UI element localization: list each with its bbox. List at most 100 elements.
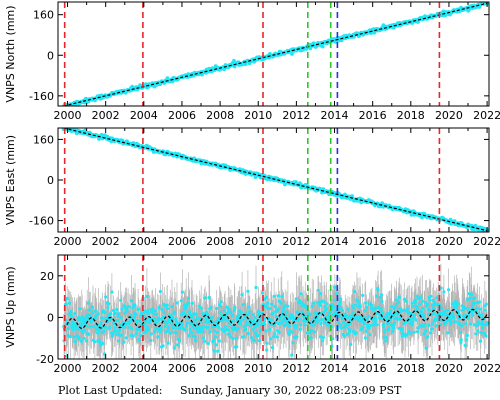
data-point — [297, 317, 301, 321]
data-point — [220, 313, 224, 318]
data-point — [386, 321, 390, 325]
data-point — [146, 311, 150, 315]
data-point — [285, 310, 289, 314]
data-point — [232, 58, 236, 63]
data-point — [195, 316, 199, 320]
data-point — [235, 345, 239, 349]
x-tick-label: 2016 — [359, 235, 387, 248]
data-point — [425, 302, 429, 306]
data-point — [415, 307, 419, 311]
data-point — [483, 308, 487, 312]
data-point — [428, 308, 432, 312]
data-point — [318, 304, 322, 308]
data-point — [322, 300, 326, 304]
data-point — [82, 336, 86, 340]
data-point — [424, 329, 428, 333]
data-point — [106, 313, 110, 317]
data-point — [478, 307, 482, 311]
data-point — [122, 340, 126, 344]
data-point — [387, 327, 391, 331]
data-point — [128, 325, 132, 329]
data-point — [215, 330, 219, 335]
data-point — [223, 317, 227, 321]
data-point — [211, 320, 215, 325]
data-point — [138, 319, 142, 323]
data-point — [347, 327, 351, 331]
data-point — [391, 326, 396, 330]
data-point — [356, 300, 360, 304]
data-point — [163, 319, 167, 323]
data-point — [207, 296, 211, 300]
data-point — [392, 313, 396, 317]
data-point — [84, 339, 89, 343]
data-point — [247, 305, 251, 309]
data-point — [420, 299, 424, 303]
x-tick-label: 2014 — [321, 109, 349, 122]
data-point — [113, 311, 117, 315]
data-point — [180, 322, 184, 326]
data-point — [468, 322, 473, 326]
x-tick-label: 2002 — [92, 235, 120, 248]
data-point — [171, 326, 176, 330]
data-point — [416, 326, 420, 330]
data-point — [287, 324, 292, 328]
data-point — [479, 331, 483, 335]
data-point — [269, 337, 273, 341]
data-point — [225, 305, 229, 309]
data-point — [264, 304, 268, 308]
data-point — [338, 300, 342, 304]
data-point — [76, 327, 80, 331]
data-point — [201, 329, 205, 333]
data-point — [440, 306, 444, 311]
data-point — [69, 309, 73, 313]
data-point — [388, 311, 392, 315]
data-point — [127, 305, 131, 309]
data-point — [331, 337, 335, 341]
data-point — [72, 335, 76, 339]
data-point — [97, 328, 101, 332]
data-point — [234, 336, 238, 340]
data-point — [238, 322, 243, 326]
data-point — [373, 321, 377, 325]
data-point — [143, 309, 147, 313]
data-point — [203, 296, 207, 300]
data-point — [478, 339, 483, 343]
data-point — [232, 308, 236, 312]
data-point — [453, 320, 458, 324]
data-point — [319, 292, 323, 296]
data-point — [428, 331, 433, 335]
data-point — [202, 325, 206, 329]
data-point — [393, 321, 397, 325]
data-point — [111, 308, 115, 313]
data-point — [91, 311, 95, 315]
data-point — [481, 323, 485, 327]
data-point — [123, 311, 127, 315]
data-point — [299, 292, 303, 296]
data-point — [257, 309, 261, 313]
data-point — [137, 338, 141, 342]
data-point — [413, 301, 417, 305]
data-point — [225, 318, 229, 322]
data-point — [79, 324, 83, 328]
data-point — [204, 320, 208, 324]
data-point — [151, 310, 155, 314]
data-point — [119, 298, 123, 302]
data-point — [390, 305, 394, 309]
data-point — [73, 312, 77, 316]
x-tick-label: 2014 — [321, 235, 349, 248]
data-point — [312, 330, 317, 334]
data-point — [257, 339, 261, 343]
data-point — [144, 319, 148, 323]
data-point — [131, 306, 135, 310]
data-point — [369, 306, 373, 310]
data-point — [161, 344, 165, 348]
data-point — [452, 305, 456, 309]
data-point — [466, 316, 470, 320]
data-point — [398, 307, 402, 311]
data-point — [337, 303, 342, 307]
y-tick-label: -160 — [29, 90, 54, 103]
data-point — [237, 318, 241, 322]
data-point — [169, 331, 173, 335]
data-point — [423, 323, 427, 327]
data-point — [381, 311, 385, 315]
